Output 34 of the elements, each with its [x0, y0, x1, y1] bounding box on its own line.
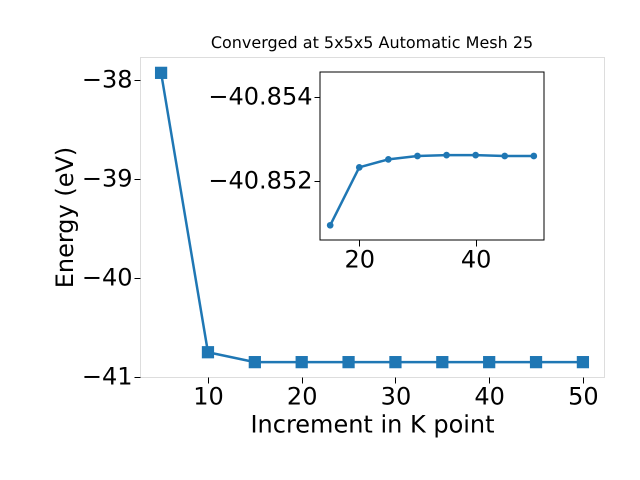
point: [389, 356, 402, 368]
x-tick-label: 10: [193, 382, 224, 410]
point: [530, 356, 542, 368]
y-tick-label: −38: [82, 65, 132, 94]
point: [342, 356, 355, 368]
point: [576, 356, 590, 368]
point: [154, 66, 168, 79]
point: [472, 152, 479, 159]
x-tick-label: 50: [568, 382, 599, 410]
point: [356, 164, 363, 171]
point: [501, 152, 508, 160]
y-tick-label: −39: [82, 164, 132, 192]
point: [414, 152, 421, 160]
point: [202, 346, 214, 358]
point: [248, 356, 261, 368]
point: [326, 222, 334, 229]
x-tick-label: 20: [344, 246, 376, 274]
x-tick-label: 30: [380, 382, 412, 410]
point: [483, 356, 496, 368]
x-tick-label: 20: [286, 382, 318, 410]
y-tick-label: −40.854: [208, 82, 312, 111]
point: [385, 156, 392, 163]
point: [443, 152, 450, 159]
point: [530, 152, 538, 160]
x-axis-title: Increment in K point: [250, 410, 495, 438]
x-tick-label: 40: [474, 382, 505, 410]
point: [436, 356, 448, 368]
chart-title: Converged at 5x5x5 Automatic Mesh 25: [210, 33, 534, 52]
x-tick-label: 40: [460, 246, 492, 274]
y-tick-label: −40.852: [208, 166, 312, 195]
y-axis-title: Energy (eV): [50, 146, 79, 288]
y-tick-label: −41: [82, 362, 132, 390]
point: [296, 356, 308, 368]
y-tick-label: −40: [82, 263, 132, 292]
